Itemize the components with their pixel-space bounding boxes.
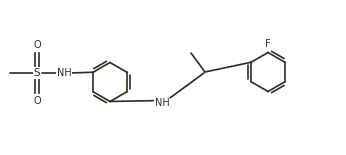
Text: NH: NH [155,98,170,108]
Text: NH: NH [57,68,71,78]
Text: S: S [34,68,40,78]
Text: F: F [265,39,271,49]
Text: O: O [33,40,41,51]
Text: O: O [33,95,41,106]
